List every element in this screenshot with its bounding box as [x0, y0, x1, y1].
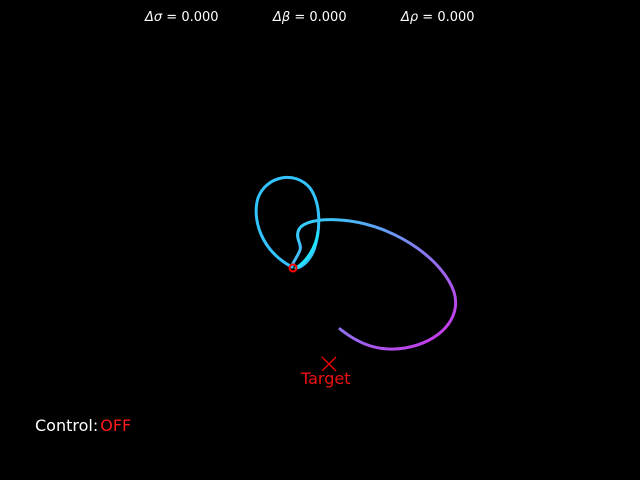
delta-rho-readout: Δρ = 0.000 — [401, 10, 475, 25]
delta-beta-readout: Δβ = 0.000 — [273, 10, 347, 25]
trajectory-inner — [294, 230, 320, 270]
delta-rho-value: 0.000 — [437, 10, 475, 25]
control-state[interactable]: OFF — [100, 416, 132, 435]
delta-sigma-readout: Δσ = 0.000 — [145, 10, 219, 25]
control-status[interactable]: Control: OFF — [35, 416, 131, 435]
x-mark-icon — [321, 356, 337, 372]
trajectory-loop — [254, 176, 321, 270]
trajectory-trail — [290, 218, 458, 351]
delta-rho-symbol: Δρ — [401, 10, 419, 25]
target-label: Target — [301, 369, 351, 388]
state-marker — [288, 263, 298, 273]
control-label: Control: — [35, 416, 99, 435]
delta-beta-symbol: Δβ — [273, 10, 291, 25]
delta-beta-value: 0.000 — [309, 10, 347, 25]
delta-sigma-value: 0.000 — [181, 10, 219, 25]
delta-sigma-symbol: Δσ — [145, 10, 163, 25]
